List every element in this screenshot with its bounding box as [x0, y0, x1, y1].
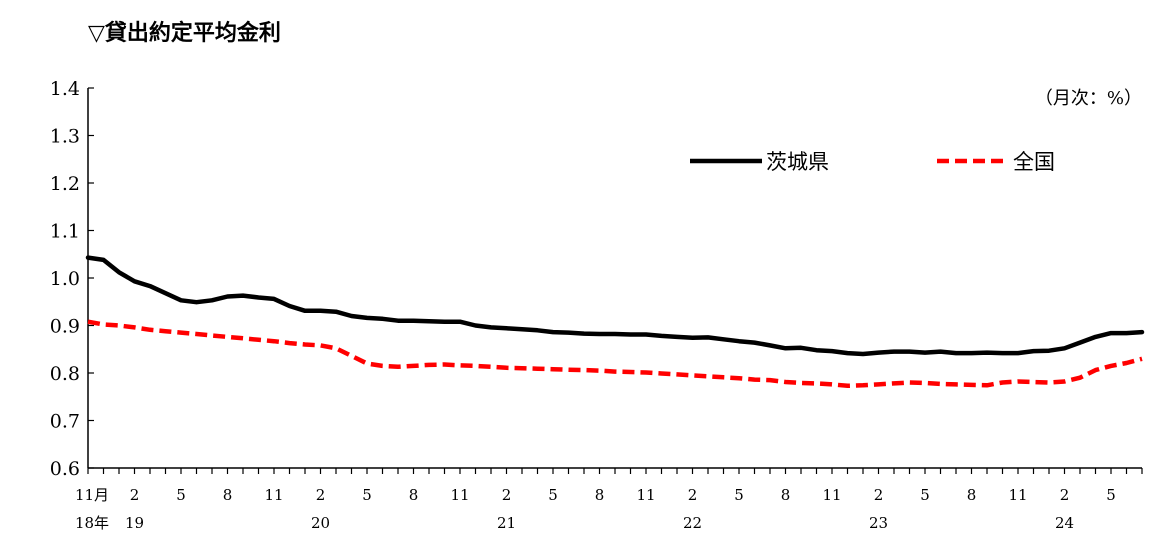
x-tick-label: 2 — [1060, 486, 1070, 504]
legend: 茨城県 全国 — [690, 150, 1055, 174]
x-tick-label: 5 — [362, 486, 372, 504]
x-tick-label: 8 — [595, 486, 605, 504]
y-tick-label: 0.8 — [50, 363, 80, 385]
x-tick-label: 2 — [502, 486, 512, 504]
x-tick-label: 11 — [450, 486, 469, 504]
y-tick-label: 0.6 — [50, 458, 80, 480]
x-tick-label: 2 — [688, 486, 698, 504]
y-tick-label: 1.4 — [50, 78, 80, 100]
x-tick-label: 5 — [734, 486, 744, 504]
x-tick-label: 8 — [409, 486, 419, 504]
x-tick-label: 5 — [920, 486, 930, 504]
x-tick-label: 2 — [874, 486, 884, 504]
x-year-label: 18年 — [75, 514, 109, 532]
y-tick-label: 1.1 — [50, 221, 80, 243]
y-tick-label: 0.9 — [50, 316, 80, 338]
chart-title: ▽貸出約定平均金利 — [88, 20, 281, 46]
y-tick-label: 1.3 — [50, 126, 80, 148]
x-year-label: 21 — [497, 514, 516, 532]
x-tick-label: 11 — [822, 486, 841, 504]
x-tick-label: 5 — [548, 486, 558, 504]
axes: 0.6 0.7 0.8 0.9 1.0 1.1 1.2 1.3 1.4 11月 2 5 8 11 2 5 8 11… — [50, 78, 1143, 532]
y-tick-label: 1.0 — [50, 268, 80, 290]
x-tick-label: 8 — [781, 486, 791, 504]
x-tick-label: 2 — [316, 486, 326, 504]
unit-label: （月次：%） — [1035, 88, 1142, 109]
legend-label: 茨城県 — [766, 150, 829, 174]
series-line-1 — [87, 319, 1143, 389]
x-year-label: 23 — [869, 514, 888, 532]
y-tick-label: 1.2 — [50, 173, 80, 195]
x-tick-label: 11 — [1008, 486, 1027, 504]
x-tick-label: 5 — [1106, 486, 1116, 504]
legend-label: 全国 — [1013, 150, 1055, 174]
x-tick-label: 8 — [967, 486, 977, 504]
x-year-label: 24 — [1055, 514, 1074, 532]
y-tick-label: 0.7 — [50, 411, 80, 433]
x-tick-label: 11月 — [75, 486, 109, 504]
x-tick-label: 11 — [264, 486, 283, 504]
x-year-label: 20 — [311, 514, 330, 532]
series-layer — [85, 255, 1145, 389]
x-year-label: 22 — [683, 514, 702, 532]
x-year-label: 19 — [125, 514, 144, 532]
x-tick-label: 5 — [176, 486, 186, 504]
x-tick-label: 8 — [223, 486, 233, 504]
x-tick-label: 11 — [636, 486, 655, 504]
series-line-0 — [85, 255, 1145, 357]
x-tick-label: 2 — [130, 486, 140, 504]
